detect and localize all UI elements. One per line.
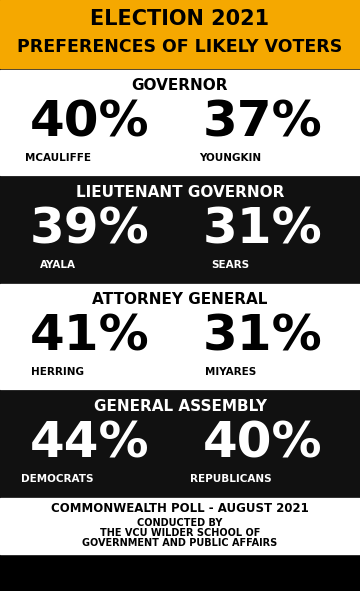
Text: GOVERNOR: GOVERNOR bbox=[132, 77, 228, 93]
Text: 40%: 40% bbox=[203, 419, 323, 467]
Bar bbox=[0, 0, 360, 68]
Bar bbox=[0, 177, 360, 282]
Text: ATTORNEY GENERAL: ATTORNEY GENERAL bbox=[92, 291, 268, 307]
Bar bbox=[0, 70, 360, 175]
Text: 31%: 31% bbox=[203, 205, 323, 254]
Text: ELECTION 2021: ELECTION 2021 bbox=[90, 9, 270, 28]
Text: AYALA: AYALA bbox=[40, 260, 76, 270]
Text: MCAULIFFE: MCAULIFFE bbox=[24, 153, 91, 163]
Bar bbox=[0, 498, 360, 554]
Text: 39%: 39% bbox=[30, 205, 150, 254]
Text: CONDUCTED BY: CONDUCTED BY bbox=[137, 518, 223, 528]
Text: 40%: 40% bbox=[30, 98, 150, 147]
Text: 44%: 44% bbox=[30, 419, 150, 467]
Text: 31%: 31% bbox=[203, 312, 323, 361]
Text: GOVERNMENT AND PUBLIC AFFAIRS: GOVERNMENT AND PUBLIC AFFAIRS bbox=[82, 538, 278, 548]
Bar bbox=[0, 391, 360, 496]
Text: HERRING: HERRING bbox=[31, 367, 84, 377]
Text: MIYARES: MIYARES bbox=[205, 367, 256, 377]
Text: REPUBLICANS: REPUBLICANS bbox=[190, 474, 271, 484]
Text: THE VCU WILDER SCHOOL OF: THE VCU WILDER SCHOOL OF bbox=[100, 528, 260, 538]
Text: 37%: 37% bbox=[203, 98, 323, 147]
Text: GENERAL ASSEMBLY: GENERAL ASSEMBLY bbox=[94, 398, 266, 414]
Bar bbox=[0, 284, 360, 389]
Text: 41%: 41% bbox=[30, 312, 150, 361]
Text: COMMONWEALTH POLL - AUGUST 2021: COMMONWEALTH POLL - AUGUST 2021 bbox=[51, 502, 309, 515]
Text: SEARS: SEARS bbox=[211, 260, 249, 270]
Text: DEMOCRATS: DEMOCRATS bbox=[21, 474, 94, 484]
Text: LIEUTENANT GOVERNOR: LIEUTENANT GOVERNOR bbox=[76, 184, 284, 200]
Text: PREFERENCES OF LIKELY VOTERS: PREFERENCES OF LIKELY VOTERS bbox=[17, 38, 343, 56]
Text: YOUNGKIN: YOUNGKIN bbox=[199, 153, 261, 163]
